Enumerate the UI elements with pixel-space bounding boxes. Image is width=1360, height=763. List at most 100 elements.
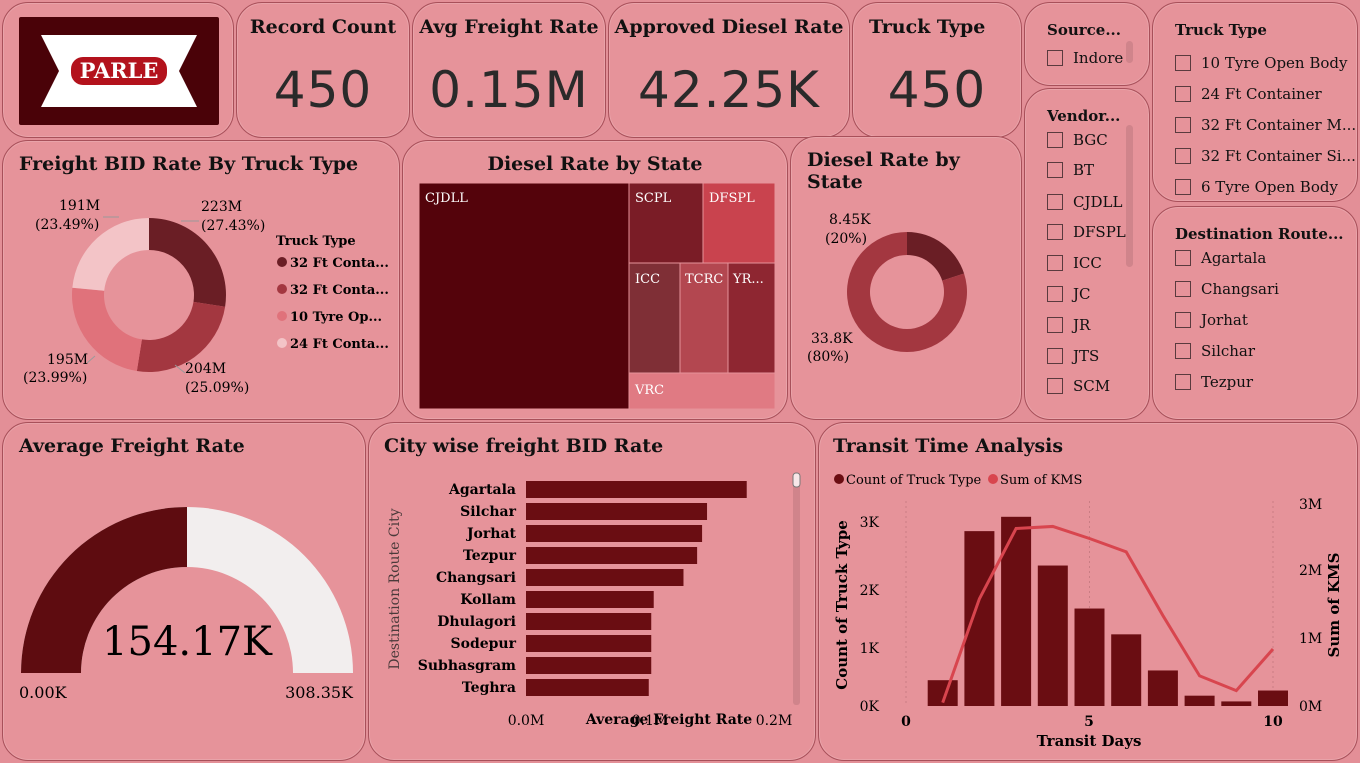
slicer-item[interactable]: SCM — [1047, 377, 1110, 395]
legend-item: 10 Tyre Op... — [290, 310, 382, 325]
checkbox[interactable] — [1175, 281, 1191, 297]
checkbox[interactable] — [1047, 348, 1063, 364]
bar[interactable] — [526, 613, 652, 630]
chart-title: Transit Time Analysis — [833, 435, 1064, 457]
y-axis-title-right: Sum of KMS — [1325, 553, 1343, 658]
checkbox[interactable] — [1047, 162, 1063, 178]
slicer-item[interactable]: Agartala — [1175, 249, 1266, 267]
average-freight-gauge-card: Average Freight Rate 154.17K 0.00K 308.3… — [2, 422, 366, 761]
treemap-tile-dfspl — [702, 182, 776, 264]
slicer-item[interactable]: 32 Ft Container Si... — [1175, 147, 1356, 165]
y-axis-title: Destination Route City — [387, 508, 403, 669]
checkbox[interactable] — [1047, 255, 1063, 271]
slicer-item[interactable]: 24 Ft Container — [1175, 85, 1322, 103]
bar[interactable] — [526, 657, 652, 674]
chart-title: Diesel Rate by State — [487, 153, 703, 175]
count-bar[interactable] — [964, 531, 995, 706]
count-bar[interactable] — [1111, 634, 1142, 706]
donut-slice[interactable] — [907, 232, 965, 281]
slicer-item[interactable]: Silchar — [1175, 342, 1255, 360]
checkbox[interactable] — [1175, 117, 1191, 133]
slicer-item[interactable]: 10 Tyre Open Body — [1175, 54, 1347, 72]
y-right-tick: 3M — [1299, 497, 1322, 513]
slicer-item[interactable]: JC — [1047, 285, 1091, 303]
checkbox[interactable] — [1047, 286, 1063, 302]
slicer-item[interactable]: CJDLL — [1047, 193, 1122, 211]
count-bar[interactable] — [1221, 701, 1252, 706]
treemap-tile-yr — [727, 262, 776, 374]
legend-item: 32 Ft Conta... — [290, 283, 389, 298]
count-bar[interactable] — [1147, 670, 1178, 706]
count-bar[interactable] — [1184, 695, 1215, 706]
slicer-item-label: Agartala — [1201, 249, 1267, 267]
donut-slice[interactable] — [149, 218, 227, 307]
bar[interactable] — [526, 569, 684, 586]
checkbox[interactable] — [1175, 179, 1191, 195]
scrollbar[interactable] — [793, 473, 800, 705]
donut-slice[interactable] — [72, 218, 149, 291]
bar[interactable] — [526, 481, 747, 498]
y-left-tick: 3K — [860, 515, 880, 531]
city-freight-bar-card: City wise freight BID Rate Agartala Silch… — [368, 422, 816, 761]
scrollbar-thumb[interactable] — [792, 472, 801, 488]
bar[interactable] — [526, 525, 703, 542]
treemap-tile-cjdll — [418, 182, 630, 410]
slicer-item[interactable]: Changsari — [1175, 280, 1279, 298]
slicer-destination-route: Destination Route... Agartala Changsari … — [1152, 206, 1358, 420]
y-left-tick: 0K — [860, 699, 880, 715]
scrollbar[interactable] — [1126, 125, 1133, 267]
slicer-item[interactable]: Jorhat — [1175, 311, 1248, 329]
slicer-item[interactable]: BGC — [1047, 131, 1108, 149]
checkbox[interactable] — [1175, 374, 1191, 390]
slicer-item-label: ICC — [1073, 254, 1102, 272]
checkbox[interactable] — [1175, 250, 1191, 266]
checkbox[interactable] — [1175, 55, 1191, 71]
parle-logo: PARLE — [19, 17, 219, 125]
slicer-truck-type: Truck Type 10 Tyre Open Body 24 Ft Conta… — [1152, 2, 1358, 202]
checkbox[interactable] — [1047, 50, 1063, 66]
count-bar[interactable] — [1074, 608, 1105, 706]
category-label: Agartala — [448, 482, 516, 498]
slicer-item[interactable]: Tezpur — [1175, 373, 1253, 391]
checkbox[interactable] — [1175, 86, 1191, 102]
count-bar[interactable] — [1037, 565, 1068, 706]
slicer-item[interactable]: Indore — [1047, 49, 1123, 67]
checkbox[interactable] — [1047, 224, 1063, 240]
checkbox[interactable] — [1175, 343, 1191, 359]
y-left-tick: 1K — [860, 641, 880, 657]
checkbox[interactable] — [1047, 317, 1063, 333]
bar[interactable] — [526, 547, 698, 564]
slicer-item[interactable]: JTS — [1047, 347, 1099, 365]
bar[interactable] — [526, 591, 654, 608]
data-label: (20%) — [825, 231, 867, 247]
slicer-item[interactable]: 32 Ft Container M... — [1175, 116, 1356, 134]
slicer-title: Destination Route... — [1175, 225, 1344, 243]
donut-slice[interactable] — [72, 287, 142, 372]
diesel-treemap-card: Diesel Rate by State CJDLL SCPL DFSPL IC… — [402, 140, 788, 420]
checkbox[interactable] — [1175, 148, 1191, 164]
treemap-label: CJDLL — [425, 191, 468, 206]
slicer-item[interactable]: ICC — [1047, 254, 1102, 272]
count-bar[interactable] — [1001, 516, 1032, 706]
data-label: (25.09%) — [185, 380, 249, 396]
data-label: 8.45K — [829, 212, 871, 228]
checkbox[interactable] — [1047, 378, 1063, 394]
donut-slice[interactable] — [847, 232, 967, 352]
kpi-value: 42.25K — [638, 61, 820, 119]
count-bar[interactable] — [1258, 690, 1288, 706]
legend-marker — [277, 284, 287, 294]
bar[interactable] — [526, 635, 652, 652]
slicer-item[interactable]: JR — [1047, 316, 1090, 334]
x-tick: 10 — [1263, 714, 1283, 730]
checkbox[interactable] — [1175, 312, 1191, 328]
checkbox[interactable] — [1047, 132, 1063, 148]
slicer-item[interactable]: 6 Tyre Open Body — [1175, 178, 1338, 196]
checkbox[interactable] — [1047, 194, 1063, 210]
donut-slice[interactable] — [136, 301, 226, 372]
slicer-item[interactable]: DFSPL — [1047, 223, 1126, 241]
bar[interactable] — [526, 679, 649, 696]
slicer-item[interactable]: BT — [1047, 161, 1094, 179]
bar[interactable] — [526, 503, 708, 520]
slicer-item-label: JTS — [1073, 347, 1100, 365]
scrollbar[interactable] — [1126, 41, 1133, 63]
